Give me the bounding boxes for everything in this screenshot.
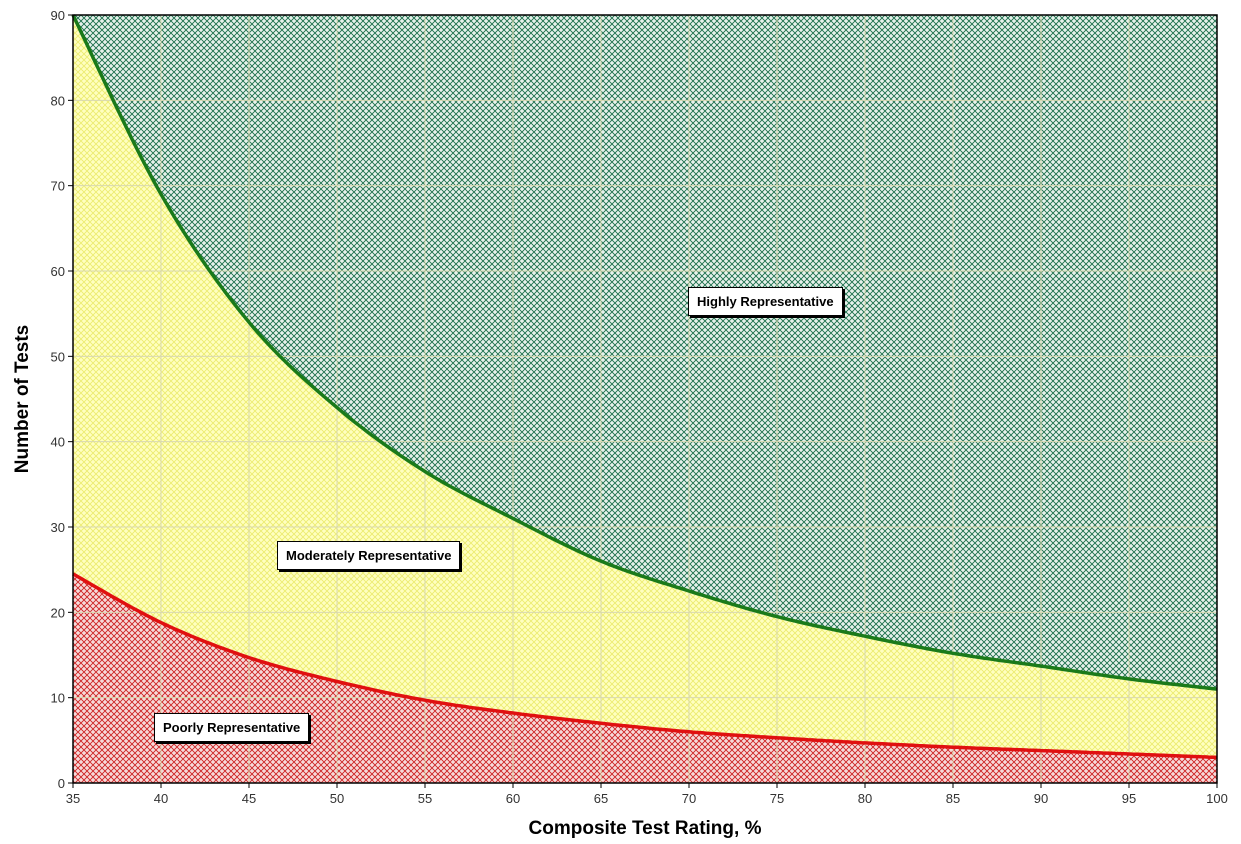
y-tick-label: 60 [51, 264, 65, 279]
x-tick-label: 55 [418, 791, 432, 806]
x-tick-label: 100 [1206, 791, 1228, 806]
curve-upper-threshold [71, 14, 1218, 691]
x-axis-title: Composite Test Rating, % [529, 818, 762, 839]
x-tick-label: 75 [770, 791, 784, 806]
x-tick-label: 45 [242, 791, 256, 806]
plot-frame [72, 14, 1218, 784]
x-tick-label: 70 [682, 791, 696, 806]
y-axis-title: Number of Tests [12, 325, 33, 474]
region-moderately-representative [73, 15, 1217, 758]
y-tick-label: 30 [51, 520, 65, 535]
x-tick-label: 80 [858, 791, 872, 806]
region-poorly-representative [73, 573, 1217, 783]
curve-lower-threshold [72, 572, 1218, 760]
x-tick-label: 60 [506, 791, 520, 806]
y-tick-label: 20 [51, 605, 65, 620]
y-tick-label: 50 [51, 349, 65, 364]
x-tick-label: 40 [154, 791, 168, 806]
y-tick-label: 90 [51, 8, 65, 23]
region-label-moderately-representative: Moderately Representative [277, 541, 461, 570]
region-label-poorly-representative: Poorly Representative [154, 713, 310, 742]
y-tick-label: 70 [51, 179, 65, 194]
x-tick-label: 65 [594, 791, 608, 806]
x-tick-label: 85 [946, 791, 960, 806]
x-tick-label: 35 [66, 791, 80, 806]
x-tick-label: 90 [1034, 791, 1048, 806]
y-tick-label: 10 [51, 691, 65, 706]
y-tick-label: 40 [51, 435, 65, 450]
region-label-highly-representative: Highly Representative [688, 287, 843, 316]
x-tick-label: 95 [1122, 791, 1136, 806]
y-tick-label: 80 [51, 93, 65, 108]
y-tick-label: 0 [58, 776, 65, 791]
x-tick-label: 50 [330, 791, 344, 806]
